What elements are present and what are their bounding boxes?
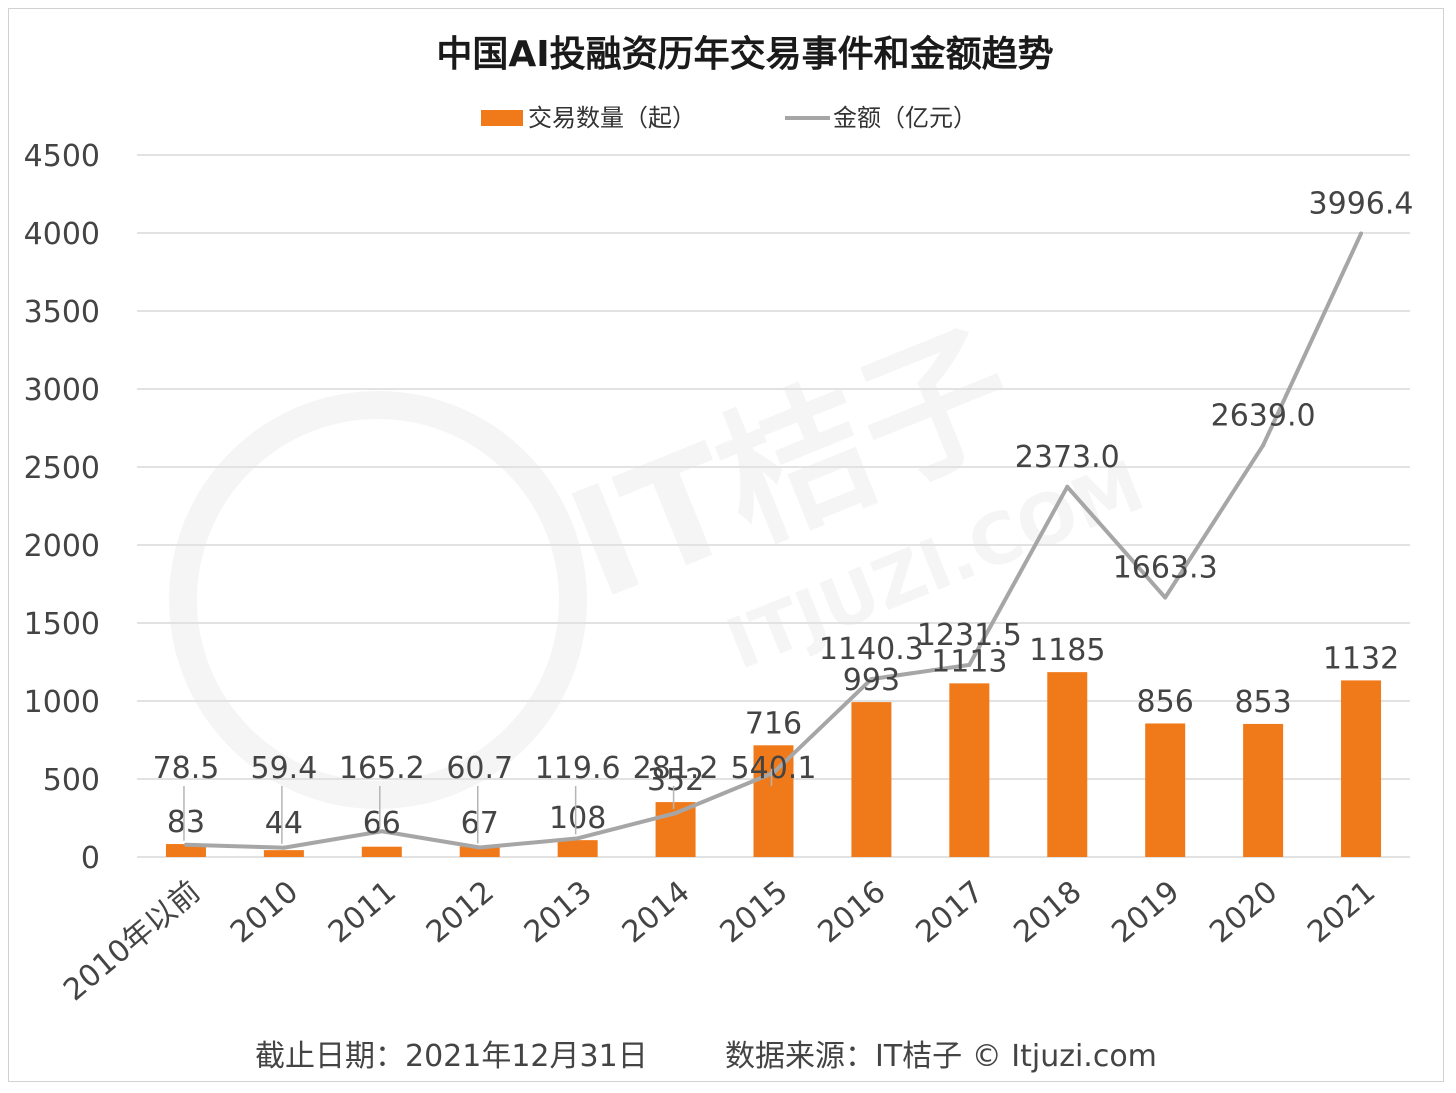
amount-point <box>1065 484 1070 489</box>
amount-value-label: 281.2 <box>633 751 719 786</box>
amount-point <box>1359 231 1364 236</box>
x-tick-label: 2012 <box>420 874 501 950</box>
bar-value-label: 1132 <box>1323 641 1399 676</box>
bar-value-label: 352 <box>647 763 704 798</box>
x-tick-label: 2010年以前 <box>57 874 207 1008</box>
amount-point <box>869 677 874 682</box>
bar <box>851 702 892 857</box>
amount-value-label: 1140.3 <box>819 632 924 667</box>
bar-value-label: 44 <box>265 806 303 841</box>
x-tick-label: 2010 <box>224 874 305 950</box>
amount-value-label: 165.2 <box>339 751 425 786</box>
amount-point <box>477 845 482 850</box>
bar-value-label: 856 <box>1137 684 1194 719</box>
footer-source: 数据来源：IT桔子 © Itjuzi.com <box>725 1039 1157 1074</box>
x-tick-label: 2016 <box>812 874 893 950</box>
bar-value-label: 1113 <box>931 644 1007 679</box>
bar-value-label: 1185 <box>1029 633 1105 668</box>
amount-value-label: 60.7 <box>446 751 513 786</box>
x-tick-label: 2018 <box>1007 874 1088 950</box>
bar-value-label: 716 <box>745 706 802 741</box>
watermark: IT桔子 ITJUZI.COM <box>169 300 1155 809</box>
y-tick-label: 1000 <box>24 685 100 720</box>
amount-point <box>673 811 678 816</box>
bar <box>1341 680 1382 857</box>
y-axis: 0 500 1000 1500 2000 2500 3000 3500 4000 4500 <box>24 139 100 876</box>
x-tick-label: 2021 <box>1301 874 1382 950</box>
amount-point <box>183 842 188 847</box>
y-tick-label: 1500 <box>24 607 100 642</box>
bar <box>1145 723 1186 857</box>
amount-point <box>575 836 580 841</box>
amount-value-label: 540.1 <box>731 751 817 786</box>
amount-line <box>183 231 1364 850</box>
bar <box>949 683 990 857</box>
amount-value-label: 78.5 <box>153 751 220 786</box>
x-tick-label: 2015 <box>714 874 795 950</box>
amount-point <box>1261 443 1266 448</box>
amount-value-label: 3996.4 <box>1309 187 1414 222</box>
watermark-logo-icon <box>169 391 587 809</box>
amount-point <box>967 662 972 667</box>
x-tick-label: 2014 <box>616 874 697 950</box>
bar <box>655 802 696 857</box>
bar <box>165 844 206 857</box>
amount-value-label: 59.4 <box>250 751 317 786</box>
y-tick-label: 4500 <box>24 139 100 174</box>
bar-value-label: 853 <box>1234 685 1291 720</box>
x-tick-label: 2013 <box>518 874 599 950</box>
bar-value-label: 83 <box>167 805 205 840</box>
bars <box>165 672 1382 857</box>
line-labels: 78.5 59.4 165.2 60.7 119.6 281.2 540.1 1140.312… <box>153 187 1414 844</box>
amount-value-label: 1231.5 <box>917 618 1022 653</box>
amount-value-label: 1663.3 <box>1113 551 1218 586</box>
bar-value-label: 993 <box>843 663 900 698</box>
amount-value-label: 2639.0 <box>1211 398 1316 433</box>
amount-point <box>771 770 776 775</box>
legend: 交易数量（起） 金额（亿元） <box>481 104 977 132</box>
y-tick-label: 3500 <box>24 295 100 330</box>
amount-point <box>281 845 286 850</box>
x-tick-label: 2011 <box>322 874 403 950</box>
bar-value-label: 66 <box>363 806 401 841</box>
legend-label-line: 金额（亿元） <box>833 104 977 132</box>
legend-swatch-bars <box>481 110 523 126</box>
bar-labels: 83 44 66 67 108 352 716 993 1113 1185 856 853 1132 <box>167 633 1399 841</box>
x-tick-label: 2017 <box>909 874 990 950</box>
bar <box>557 840 598 857</box>
y-tick-label: 500 <box>43 763 100 798</box>
x-tick-label: 2020 <box>1203 874 1284 950</box>
bar <box>361 846 402 857</box>
chart-title: 中国AI投融资历年交易事件和金额趋势 <box>436 33 1053 75</box>
amount-point <box>379 829 384 834</box>
y-tick-label: 4000 <box>24 217 100 252</box>
x-axis: 2010年以前 2010 2011 2012 2013 2014 2015 2016 2017 2… <box>57 874 1382 1008</box>
footer-date: 截止日期：2021年12月31日 <box>255 1039 648 1074</box>
amount-value-label: 2373.0 <box>1015 440 1120 475</box>
bar <box>1047 672 1088 857</box>
y-tick-label: 0 <box>81 841 100 876</box>
y-tick-label: 2500 <box>24 451 100 486</box>
amount-point <box>1163 595 1168 600</box>
bar <box>753 745 794 857</box>
bar-value-label: 67 <box>461 806 499 841</box>
legend-label-bars: 交易数量（起） <box>528 104 696 132</box>
bar <box>1243 723 1284 857</box>
y-tick-label: 2000 <box>24 529 100 564</box>
bar <box>263 850 304 857</box>
amount-value-label: 119.6 <box>535 751 621 786</box>
y-tick-label: 3000 <box>24 373 100 408</box>
x-tick-label: 2019 <box>1105 874 1186 950</box>
bar-value-label: 108 <box>549 801 606 836</box>
bar <box>459 846 500 857</box>
